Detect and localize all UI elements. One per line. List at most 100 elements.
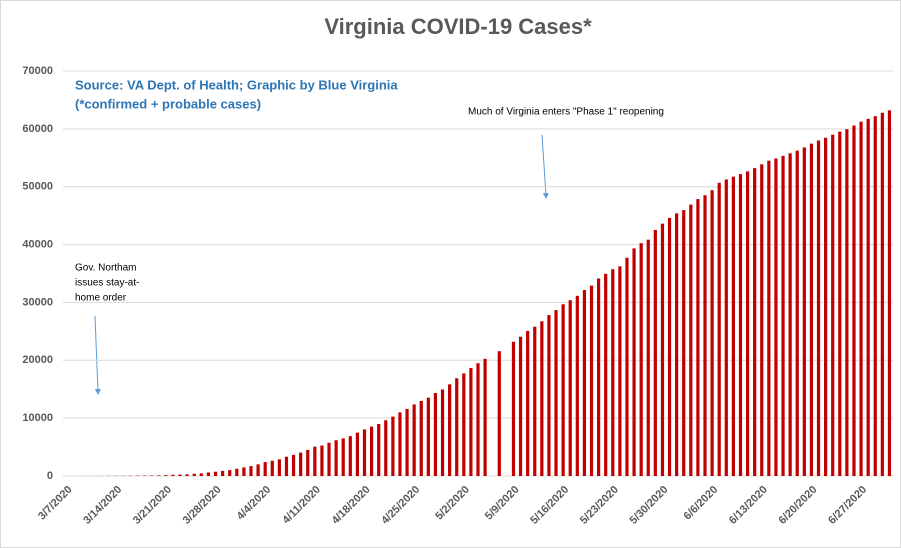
annotation: Gov. Northam (75, 263, 137, 274)
bar (348, 436, 352, 476)
bar (426, 397, 430, 476)
bar (277, 459, 281, 476)
bar (391, 416, 395, 476)
bar (547, 315, 551, 476)
bar (767, 160, 771, 476)
bar (625, 257, 629, 476)
bar (377, 423, 381, 476)
bar (859, 121, 863, 476)
bar (384, 420, 388, 476)
bar (249, 466, 253, 476)
bar (533, 326, 537, 476)
bar (795, 150, 799, 477)
bar (150, 475, 154, 476)
bar (199, 473, 203, 476)
bar (511, 341, 516, 476)
bar (270, 460, 274, 476)
bar (880, 112, 884, 476)
bar (171, 474, 175, 476)
bar (497, 351, 501, 476)
bar (192, 473, 196, 476)
bar (235, 468, 239, 476)
bar (696, 199, 700, 477)
bar (419, 400, 423, 476)
bar (731, 176, 735, 477)
bar (873, 116, 877, 477)
bar (596, 278, 601, 476)
bar (206, 472, 211, 476)
bar (341, 438, 345, 476)
bar (320, 445, 324, 476)
bar (334, 440, 338, 476)
bar (327, 442, 331, 476)
bar (213, 471, 218, 476)
bar (440, 389, 445, 476)
bar (299, 452, 303, 476)
bar (291, 454, 296, 476)
bar (355, 432, 360, 476)
y-tick-label: 10000 (22, 412, 53, 424)
annotation: home order (75, 293, 127, 304)
bar (781, 155, 785, 476)
chart-title: Virginia COVID-19 Cases* (324, 14, 592, 39)
bar (816, 140, 821, 476)
bar (802, 147, 806, 476)
bar (703, 195, 707, 477)
bar (157, 475, 161, 476)
y-tick-label: 0 (47, 470, 53, 482)
y-tick-label: 40000 (22, 238, 53, 250)
bar (845, 129, 849, 477)
bar (561, 304, 565, 476)
y-tick-label: 30000 (22, 296, 53, 308)
bar (667, 217, 672, 477)
bar (675, 213, 679, 476)
bar (462, 373, 466, 476)
bar (788, 153, 792, 476)
annotation: issues stay-at- (75, 278, 139, 289)
bar (412, 404, 416, 476)
bar (852, 125, 856, 476)
y-tick-label: 70000 (22, 65, 53, 77)
bar (724, 179, 728, 476)
bar (710, 190, 714, 476)
bar (256, 464, 260, 476)
bar (589, 285, 594, 476)
bar (369, 426, 374, 476)
bar (405, 408, 409, 476)
bar (518, 336, 523, 476)
bar (653, 229, 657, 476)
bar (362, 429, 367, 476)
bar (660, 223, 665, 476)
bar (824, 137, 828, 476)
bar (809, 143, 814, 476)
bar (632, 248, 636, 476)
bar (604, 273, 608, 476)
bar (476, 363, 480, 476)
y-tick-label: 50000 (22, 181, 53, 193)
bar (575, 295, 579, 476)
bar (433, 393, 438, 476)
bar (554, 310, 558, 476)
bar (178, 474, 182, 476)
bar (774, 158, 778, 476)
bar (760, 164, 764, 477)
subtitle: Source: VA Dept. of Health; Graphic by B… (75, 77, 398, 92)
bar (164, 475, 168, 476)
bar (745, 171, 750, 476)
bar (866, 118, 870, 476)
bar (263, 462, 267, 476)
bar (753, 168, 757, 476)
bar (568, 300, 572, 476)
bar (717, 182, 721, 476)
bar (831, 134, 835, 477)
bar (448, 384, 452, 476)
bar (313, 446, 317, 476)
bar (682, 210, 686, 477)
bar (540, 321, 544, 476)
bar (611, 269, 615, 476)
bar (228, 470, 232, 476)
bar (618, 266, 622, 476)
bar (483, 358, 487, 476)
annotation: Much of Virginia enters "Phase 1" reopen… (468, 107, 664, 118)
